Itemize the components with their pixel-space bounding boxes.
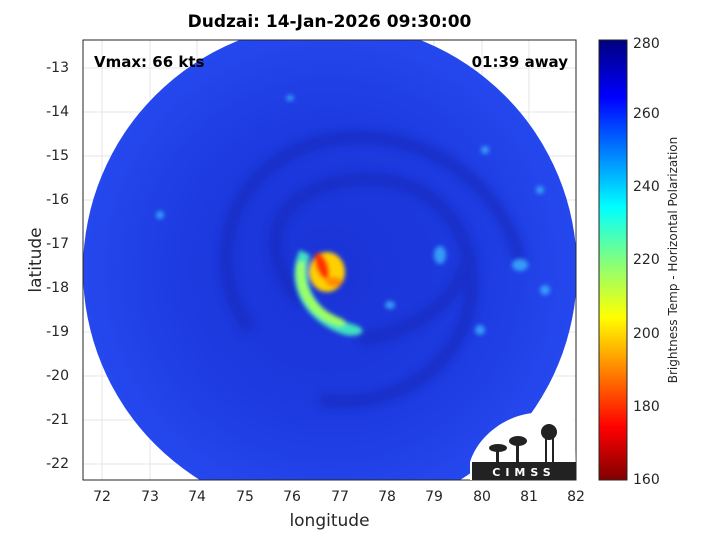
convective-cells [156, 95, 550, 335]
eyewall [294, 250, 363, 336]
y-tick: -15 [46, 148, 69, 164]
x-tick: 72 [93, 489, 111, 505]
x-axis-label: longitude [289, 511, 370, 531]
colorbar-tick: 200 [633, 326, 660, 342]
y-tick: -18 [46, 280, 69, 296]
colorbar-tick: 280 [633, 36, 660, 52]
x-tick: 77 [331, 489, 349, 505]
vmax-label: Vmax: 66 kts [94, 53, 205, 71]
colorbar-tick: 160 [633, 472, 660, 488]
cimss-logo: CIMSS [470, 412, 576, 480]
y-tick: -13 [46, 60, 69, 76]
y-axis-label: latitude [26, 227, 46, 293]
colorbar-tick: 180 [633, 399, 660, 415]
axes-frame [82, 39, 577, 481]
y-tick: -20 [46, 368, 69, 384]
x-tick: 75 [236, 489, 254, 505]
y-tick: -19 [46, 324, 69, 340]
colorbar-label: Brightness Temp - Horizontal Polarizatio… [666, 136, 680, 384]
x-tick: 73 [141, 489, 159, 505]
x-tick: 80 [473, 489, 491, 505]
y-tick: -21 [46, 412, 69, 428]
chart-title: Dudzai: 14-Jan-2026 09:30:00 [187, 12, 472, 32]
y-tick: -16 [46, 192, 69, 208]
y-tick: -14 [46, 104, 69, 120]
rain-bands [219, 130, 527, 409]
logo-text: CIMSS [492, 466, 555, 479]
y-tick: -22 [46, 456, 69, 472]
x-tick: 79 [425, 489, 443, 505]
y-tick: -17 [46, 236, 69, 252]
colorbar-tick: 240 [633, 179, 660, 195]
x-tick: 76 [283, 489, 301, 505]
colorbar-tick: 260 [633, 106, 660, 122]
x-tick: 74 [188, 489, 206, 505]
colorbar [598, 39, 628, 481]
time-away-label: 01:39 away [471, 53, 568, 71]
x-tick: 81 [520, 489, 538, 505]
colorbar-tick: 220 [633, 252, 660, 268]
x-tick: 78 [378, 489, 396, 505]
x-tick: 82 [567, 489, 585, 505]
